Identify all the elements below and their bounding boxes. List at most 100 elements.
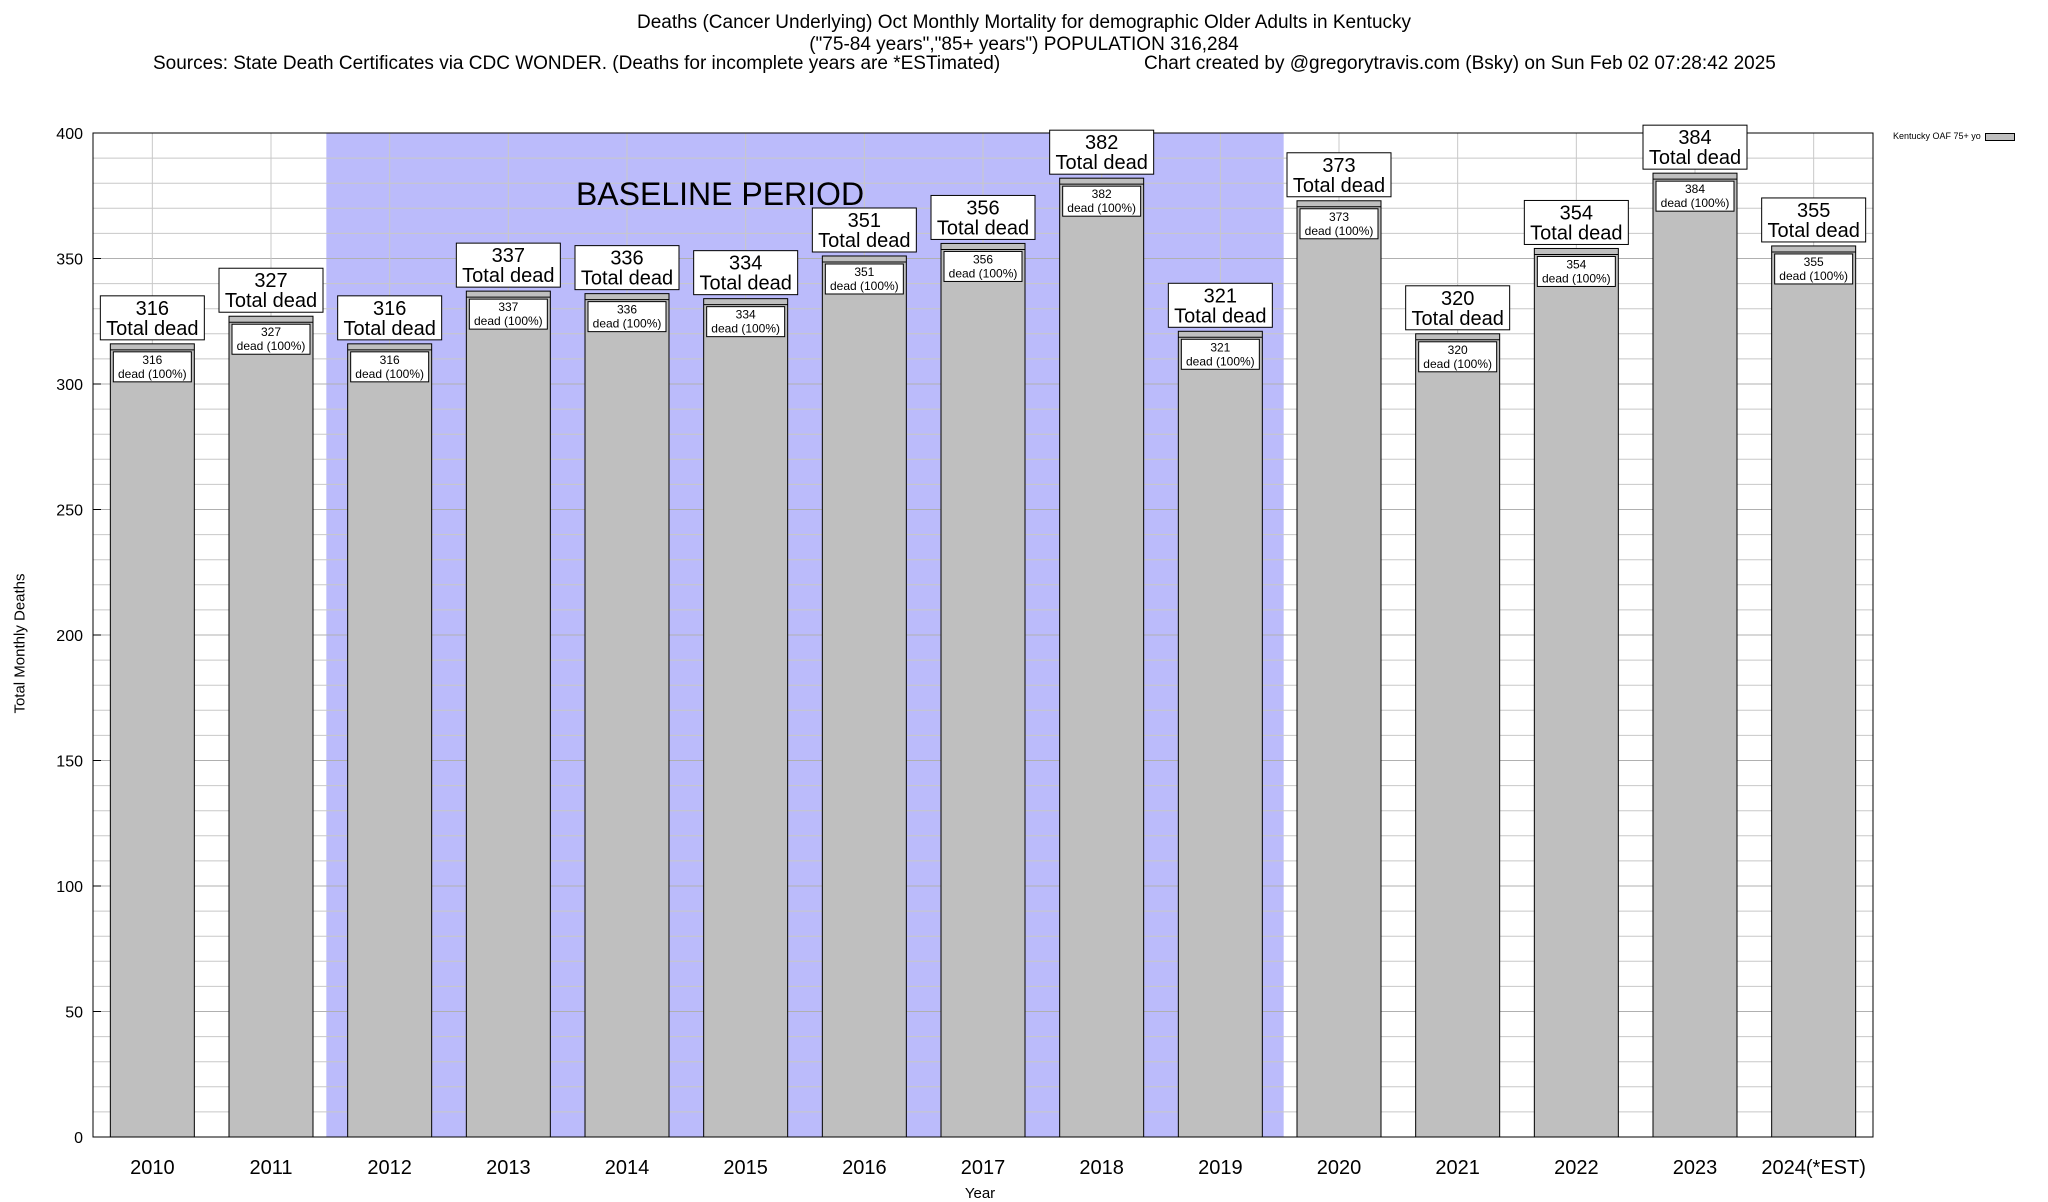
- x-tick-label: 2015: [723, 1157, 768, 1179]
- bar-inner-percent: dead (100%): [474, 314, 543, 328]
- bar: [821, 255, 907, 1138]
- bar-inner-percent: dead (100%): [949, 266, 1018, 280]
- bar: [1415, 333, 1501, 1138]
- bar: [703, 298, 789, 1138]
- bar-inner-label-box: [112, 351, 192, 383]
- bar-total-label-box: [1167, 282, 1273, 328]
- bar-total-label-box: [693, 250, 799, 296]
- bar-inner-value: 356: [973, 252, 993, 266]
- bar: [347, 343, 433, 1138]
- bar-total-value: 334: [729, 253, 762, 275]
- chart-subtitle: ("75-84 years","85+ years") POPULATION 3…: [809, 34, 1239, 55]
- chart-title: Deaths (Cancer Underlying) Oct Monthly M…: [636, 12, 1412, 33]
- bar-inner-label-box: [1299, 208, 1379, 240]
- bar-inner-percent: dead (100%): [1661, 196, 1730, 210]
- chart-title-block: Deaths (Cancer Underlying) Oct Monthly M…: [0, 12, 2048, 56]
- bar-inner-percent: dead (100%): [1067, 201, 1136, 215]
- bar: [1533, 247, 1619, 1138]
- x-axis-label: Year: [964, 1185, 996, 1202]
- x-tick-label: 2021: [1435, 1157, 1480, 1179]
- bar-inner-percent: dead (100%): [118, 367, 187, 381]
- baseline-period-label: BASELINE PERIOD: [576, 176, 864, 212]
- bar-total-value: 316: [136, 298, 169, 320]
- x-tick-label: 2017: [961, 1157, 1006, 1179]
- y-axis-label: Total Monthly Deaths: [11, 573, 29, 714]
- bar-inner-percent: dead (100%): [1305, 224, 1374, 238]
- bar-inner-value: 354: [1566, 257, 1586, 271]
- bar: [1059, 177, 1145, 1138]
- bar-total-value: 382: [1085, 132, 1118, 154]
- y-tick-label: 150: [56, 754, 83, 771]
- bar-inner-percent: dead (100%): [1542, 271, 1611, 285]
- y-tick-label: 350: [56, 252, 83, 269]
- bar-total-text: Total dead: [462, 265, 554, 287]
- bar-inner-label-box: [824, 263, 904, 295]
- bar-inner-value: 316: [142, 353, 162, 367]
- bar-total-text: Total dead: [937, 217, 1029, 239]
- bar-total-text: Total dead: [1293, 175, 1385, 197]
- bar-total-label-box: [455, 242, 561, 288]
- bar-total-label-box: [1523, 199, 1629, 245]
- bar-inner-percent: dead (100%): [593, 317, 662, 331]
- bar-total-value: 384: [1678, 127, 1711, 149]
- bar-inner-label-box: [350, 351, 430, 383]
- bar: [465, 290, 551, 1138]
- legend-swatch: [1984, 132, 2015, 141]
- x-tick-label: 2012: [367, 1157, 412, 1179]
- bar-total-text: Total dead: [700, 273, 792, 295]
- bar: [109, 343, 195, 1138]
- bar-inner-value: 337: [498, 300, 518, 314]
- bar-inner-percent: dead (100%): [1186, 354, 1255, 368]
- bar-inner-value: 327: [261, 325, 281, 339]
- x-tick-label: 2013: [486, 1157, 531, 1179]
- bar-inner-percent: dead (100%): [355, 367, 424, 381]
- bar-inner-value: 382: [1092, 187, 1112, 201]
- bar-total-label-box: [99, 295, 205, 341]
- bar-inner-value: 320: [1448, 343, 1468, 357]
- bar: [1771, 245, 1857, 1138]
- x-tick-label: 2011: [249, 1157, 292, 1179]
- bar: [1177, 330, 1263, 1138]
- x-tick-label: 2010: [130, 1157, 175, 1179]
- bar-inner-percent: dead (100%): [830, 279, 899, 293]
- bar-total-text: Total dead: [1412, 308, 1504, 330]
- bar-total-value: 336: [610, 248, 643, 270]
- x-tick-label: 2020: [1317, 1157, 1362, 1179]
- bar-total-text: Total dead: [581, 268, 673, 290]
- x-tick-label: 2014: [605, 1157, 650, 1179]
- bar-total-value: 354: [1560, 202, 1593, 224]
- y-tick-label: 400: [56, 126, 83, 143]
- bar-total-text: Total dead: [344, 318, 436, 340]
- bar-inner-value: 384: [1685, 182, 1705, 196]
- bar-total-label-box: [218, 267, 324, 313]
- legend: Kentucky OAF 75+ yo: [1893, 131, 2015, 141]
- bar-inner-value: 316: [380, 353, 400, 367]
- bar-inner-value: 334: [736, 308, 756, 322]
- bar-total-value: 321: [1204, 285, 1237, 307]
- bar-total-label-box: [930, 194, 1036, 240]
- sources-note: Sources: State Death Certificates via CD…: [153, 53, 1001, 74]
- bar-total-value: 355: [1797, 200, 1830, 222]
- bar-inner-value: 355: [1804, 255, 1824, 269]
- bar-total-text: Total dead: [1056, 152, 1148, 174]
- bar-total-value: 351: [848, 210, 881, 232]
- bar-total-label-box: [1286, 152, 1392, 198]
- x-tick-label: 2019: [1198, 1157, 1243, 1179]
- bar-total-label-box: [1049, 129, 1155, 175]
- bar-inner-percent: dead (100%): [1423, 357, 1492, 371]
- x-tick-label: 2024(*EST): [1761, 1157, 1866, 1179]
- bar-total-label-box: [1761, 197, 1867, 243]
- y-tick-label: 250: [56, 503, 83, 520]
- legend-label: Kentucky OAF 75+ yo: [1893, 131, 1981, 141]
- bar-inner-value: 351: [854, 265, 874, 279]
- y-tick-label: 300: [56, 377, 83, 394]
- x-tick-label: 2023: [1673, 1157, 1718, 1179]
- bar-inner-percent: dead (100%): [711, 322, 780, 336]
- bar-inner-label-box: [1062, 185, 1142, 217]
- bar-total-text: Total dead: [1649, 147, 1741, 169]
- bar-inner-percent: dead (100%): [237, 339, 306, 353]
- bar-total-text: Total dead: [818, 230, 910, 252]
- bar: [1652, 172, 1738, 1138]
- bar-total-text: Total dead: [106, 318, 198, 340]
- bar-total-value: 337: [492, 245, 525, 267]
